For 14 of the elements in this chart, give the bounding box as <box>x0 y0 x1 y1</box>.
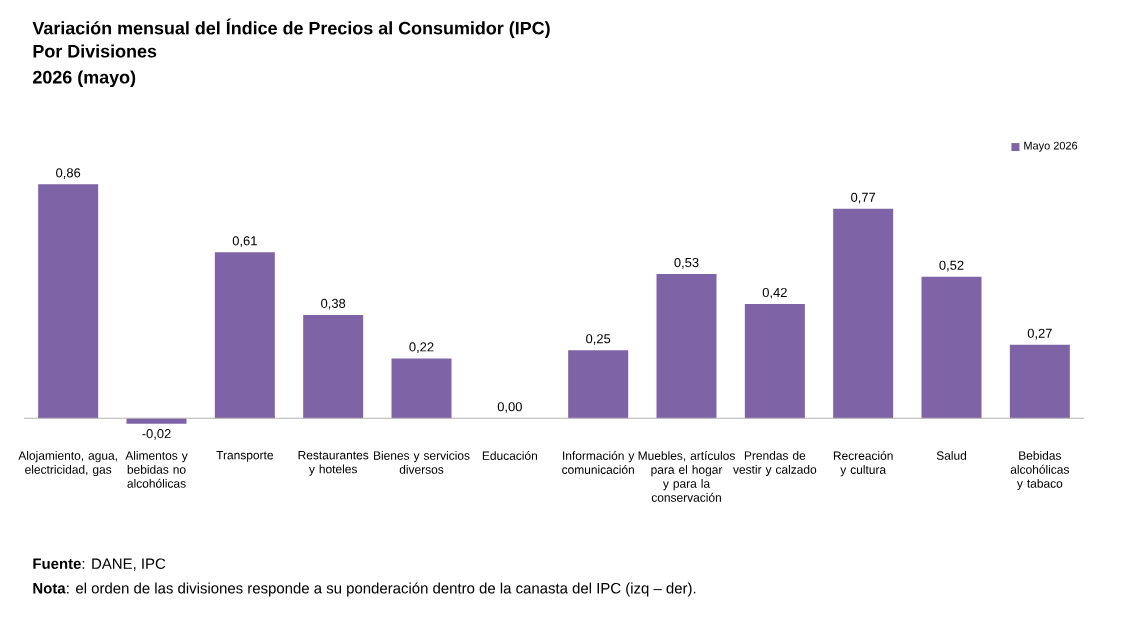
text: 2026 (mayo) <box>33 70 136 88</box>
bar <box>303 314 364 419</box>
bar <box>126 418 187 424</box>
bar <box>921 276 982 419</box>
bar <box>833 208 894 419</box>
bar <box>744 304 805 419</box>
bar <box>568 350 629 419</box>
bar <box>38 184 99 419</box>
bar <box>656 274 717 419</box>
bar <box>214 252 275 419</box>
bar <box>391 358 452 419</box>
chart-title: Variación mensual del Índice de Precios al Consumidor (IPC) <box>32 18 550 38</box>
bar <box>1009 344 1070 419</box>
chart-subtitle: Por Divisiones <box>33 44 157 58</box>
